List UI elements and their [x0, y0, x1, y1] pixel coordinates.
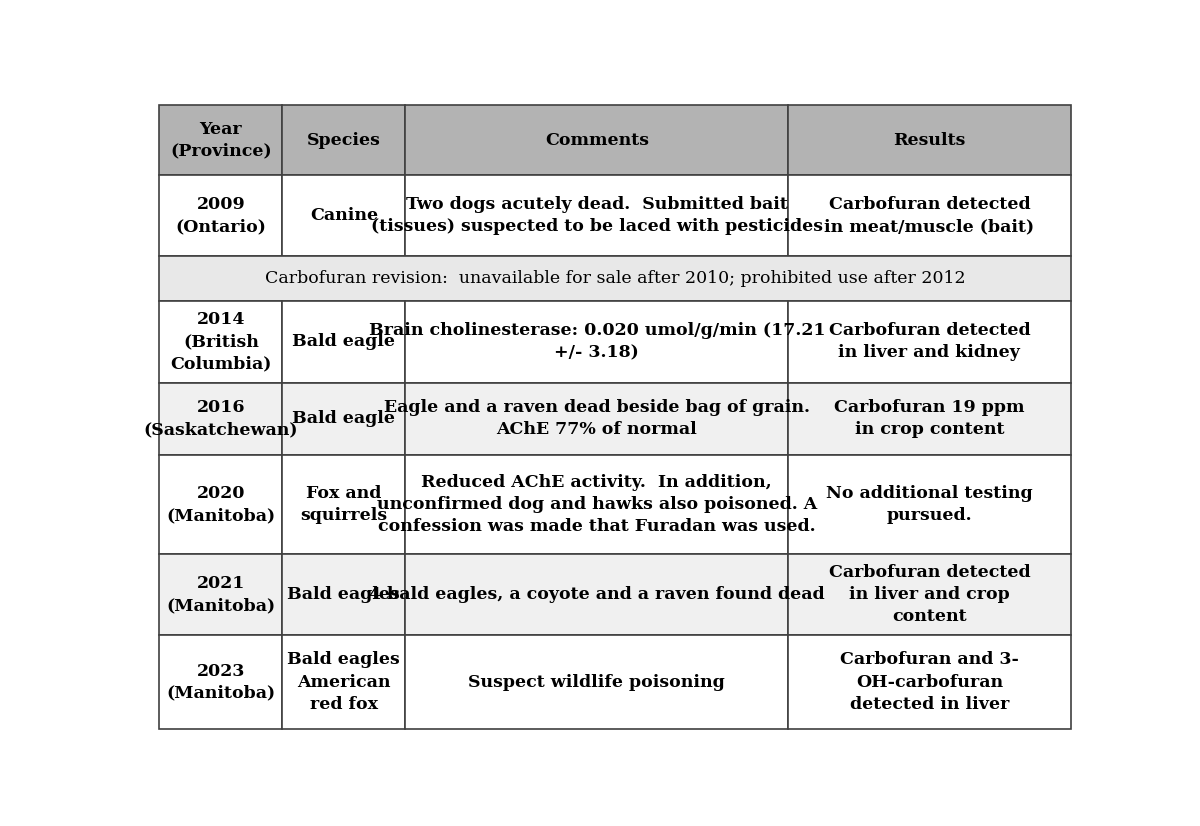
Text: Carbofuran detected
in meat/muscle (bait): Carbofuran detected in meat/muscle (bait… [824, 196, 1034, 235]
Text: Bald eagle: Bald eagle [293, 411, 395, 427]
Bar [160, 554, 282, 635]
Bar [160, 256, 1070, 301]
Bar [788, 106, 1070, 175]
Bar [160, 175, 282, 256]
Text: Bald eagles: Bald eagles [288, 586, 401, 603]
Bar [406, 175, 788, 256]
Text: Results: Results [893, 131, 966, 149]
Text: Carbofuran 19 ppm
in crop content: Carbofuran 19 ppm in crop content [834, 399, 1025, 439]
Text: 2016
(Saskatchewan): 2016 (Saskatchewan) [144, 399, 298, 439]
Text: Fox and
squirrels: Fox and squirrels [300, 485, 388, 524]
Text: Carbofuran detected
in liver and crop
content: Carbofuran detected in liver and crop co… [829, 564, 1031, 625]
Bar [406, 301, 788, 382]
Bar [406, 106, 788, 175]
Text: Eagle and a raven dead beside bag of grain.
AChE 77% of normal: Eagle and a raven dead beside bag of gra… [384, 399, 810, 439]
Text: 2009
(Ontario): 2009 (Ontario) [175, 196, 266, 235]
Bar [406, 635, 788, 729]
Text: 2014
(British
Columbia): 2014 (British Columbia) [170, 311, 271, 373]
Text: Suspect wildlife poisoning: Suspect wildlife poisoning [468, 674, 725, 691]
Text: Two dogs acutely dead.  Submitted bait
(tissues) suspected to be laced with pest: Two dogs acutely dead. Submitted bait (t… [371, 196, 823, 235]
Bar [406, 554, 788, 635]
Text: Carbofuran and 3-
OH-carbofuran
detected in liver: Carbofuran and 3- OH-carbofuran detected… [840, 652, 1019, 713]
Text: 4 bald eagles, a coyote and a raven found dead: 4 bald eagles, a coyote and a raven foun… [368, 586, 824, 603]
Text: Carbofuran revision:  unavailable for sale after 2010; prohibited use after 2012: Carbofuran revision: unavailable for sal… [265, 270, 965, 287]
Bar [788, 635, 1070, 729]
Bar [788, 382, 1070, 455]
Bar [282, 382, 406, 455]
Text: No additional testing
pursued.: No additional testing pursued. [826, 485, 1033, 524]
Bar [160, 106, 282, 175]
Bar [282, 301, 406, 382]
Bar [282, 106, 406, 175]
Bar [282, 175, 406, 256]
Text: Bald eagles
American
red fox: Bald eagles American red fox [288, 652, 401, 713]
Text: Canine: Canine [310, 206, 378, 224]
Text: 2023
(Manitoba): 2023 (Manitoba) [167, 662, 275, 702]
Bar [788, 175, 1070, 256]
Text: Species: Species [307, 131, 380, 149]
Bar [160, 382, 282, 455]
Bar [788, 455, 1070, 554]
Bar [406, 455, 788, 554]
Bar [160, 301, 282, 382]
Bar [788, 301, 1070, 382]
Text: Comments: Comments [545, 131, 649, 149]
Bar [160, 635, 282, 729]
Bar [282, 554, 406, 635]
Bar [282, 455, 406, 554]
Bar [788, 554, 1070, 635]
Bar [160, 455, 282, 554]
Text: Year
(Province): Year (Province) [170, 121, 271, 159]
Text: Carbofuran detected
in liver and kidney: Carbofuran detected in liver and kidney [829, 322, 1031, 362]
Bar [282, 635, 406, 729]
Text: 2020
(Manitoba): 2020 (Manitoba) [167, 485, 275, 524]
Text: Bald eagle: Bald eagle [293, 334, 395, 350]
Text: Reduced AChE activity.  In addition,
unconfirmed dog and hawks also poisoned. A
: Reduced AChE activity. In addition, unco… [377, 474, 817, 535]
Text: 2021
(Manitoba): 2021 (Manitoba) [167, 575, 275, 615]
Bar [406, 382, 788, 455]
Text: Brain cholinesterase: 0.020 umol/g/min (17.21
+/- 3.18): Brain cholinesterase: 0.020 umol/g/min (… [368, 322, 826, 362]
